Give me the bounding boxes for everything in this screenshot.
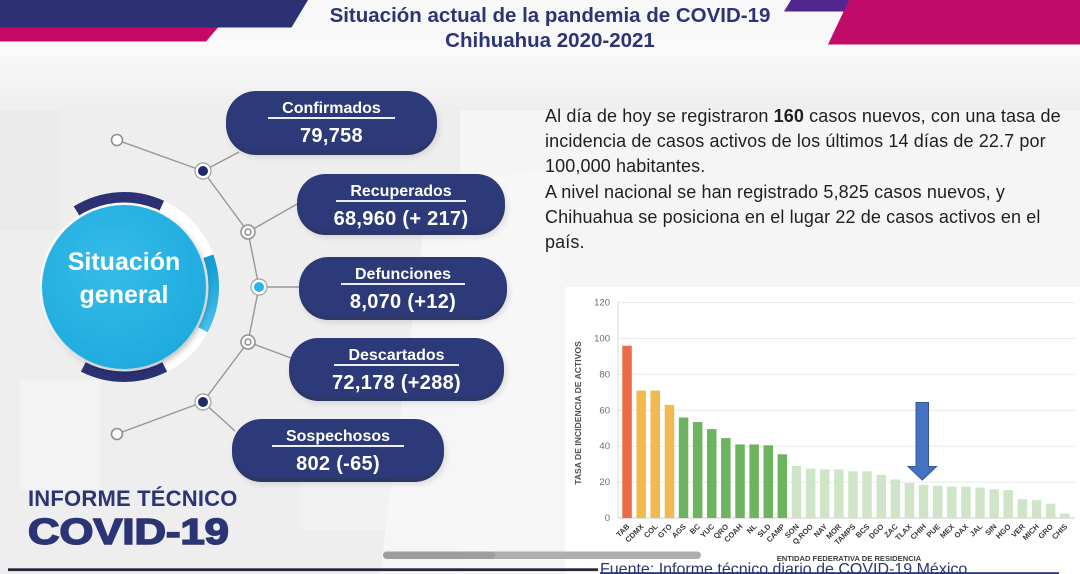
svg-text:0: 0 bbox=[605, 513, 610, 524]
svg-text:40: 40 bbox=[599, 441, 610, 452]
svg-text:100: 100 bbox=[594, 334, 610, 345]
svg-text:ENTIDAD FEDERATIVA DE RESIDENC: ENTIDAD FEDERATIVA DE RESIDENCIA bbox=[777, 554, 922, 563]
svg-text:120: 120 bbox=[594, 298, 610, 309]
svg-text:TASA DE INCIDENCIA DE ACTIVOS: TASA DE INCIDENCIA DE ACTIVOS bbox=[573, 341, 583, 485]
svg-text:20: 20 bbox=[599, 477, 610, 488]
svg-text:80: 80 bbox=[599, 369, 610, 380]
svg-text:60: 60 bbox=[599, 405, 610, 416]
